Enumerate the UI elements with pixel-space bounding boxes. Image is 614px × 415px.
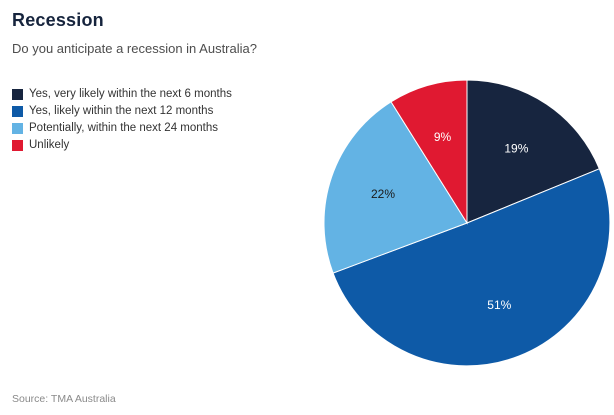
pie-chart: 19% 51% 22% 9% bbox=[323, 79, 611, 367]
legend-label: Yes, likely within the next 12 months bbox=[29, 105, 214, 117]
legend-item: Yes, very likely within the next 6 month… bbox=[12, 88, 232, 100]
legend-swatch bbox=[12, 122, 23, 134]
legend-swatch bbox=[12, 139, 23, 151]
chart-header: Recession Do you anticipate a recession … bbox=[12, 10, 257, 56]
pie-slice[interactable] bbox=[332, 168, 611, 367]
legend-label: Yes, very likely within the next 6 month… bbox=[29, 88, 232, 100]
legend-item: Potentially, within the next 24 months bbox=[12, 122, 232, 134]
legend-swatch bbox=[12, 88, 23, 100]
chart-subtitle: Do you anticipate a recession in Austral… bbox=[12, 41, 257, 56]
pie-slice-value-label: 19% bbox=[504, 142, 528, 156]
pie-slice[interactable] bbox=[390, 79, 468, 225]
legend: Yes, very likely within the next 6 month… bbox=[12, 88, 232, 151]
pie-slice[interactable] bbox=[323, 101, 468, 274]
legend-item: Yes, likely within the next 12 months bbox=[12, 105, 232, 117]
pie-slice-value-label: 9% bbox=[434, 130, 452, 144]
pie-slice[interactable] bbox=[466, 79, 600, 224]
pie-slice-value-label: 22% bbox=[371, 187, 395, 201]
legend-label: Potentially, within the next 24 months bbox=[29, 122, 219, 134]
source-note: Source: TMA Australia bbox=[12, 393, 116, 405]
legend-item: Unlikely bbox=[12, 139, 232, 151]
chart-title: Recession bbox=[12, 10, 104, 30]
pie-chart-container: 19% 51% 22% 9% bbox=[322, 78, 612, 368]
pie-slice-value-label: 51% bbox=[487, 298, 511, 312]
legend-swatch bbox=[12, 105, 23, 117]
legend-label: Unlikely bbox=[29, 139, 70, 151]
